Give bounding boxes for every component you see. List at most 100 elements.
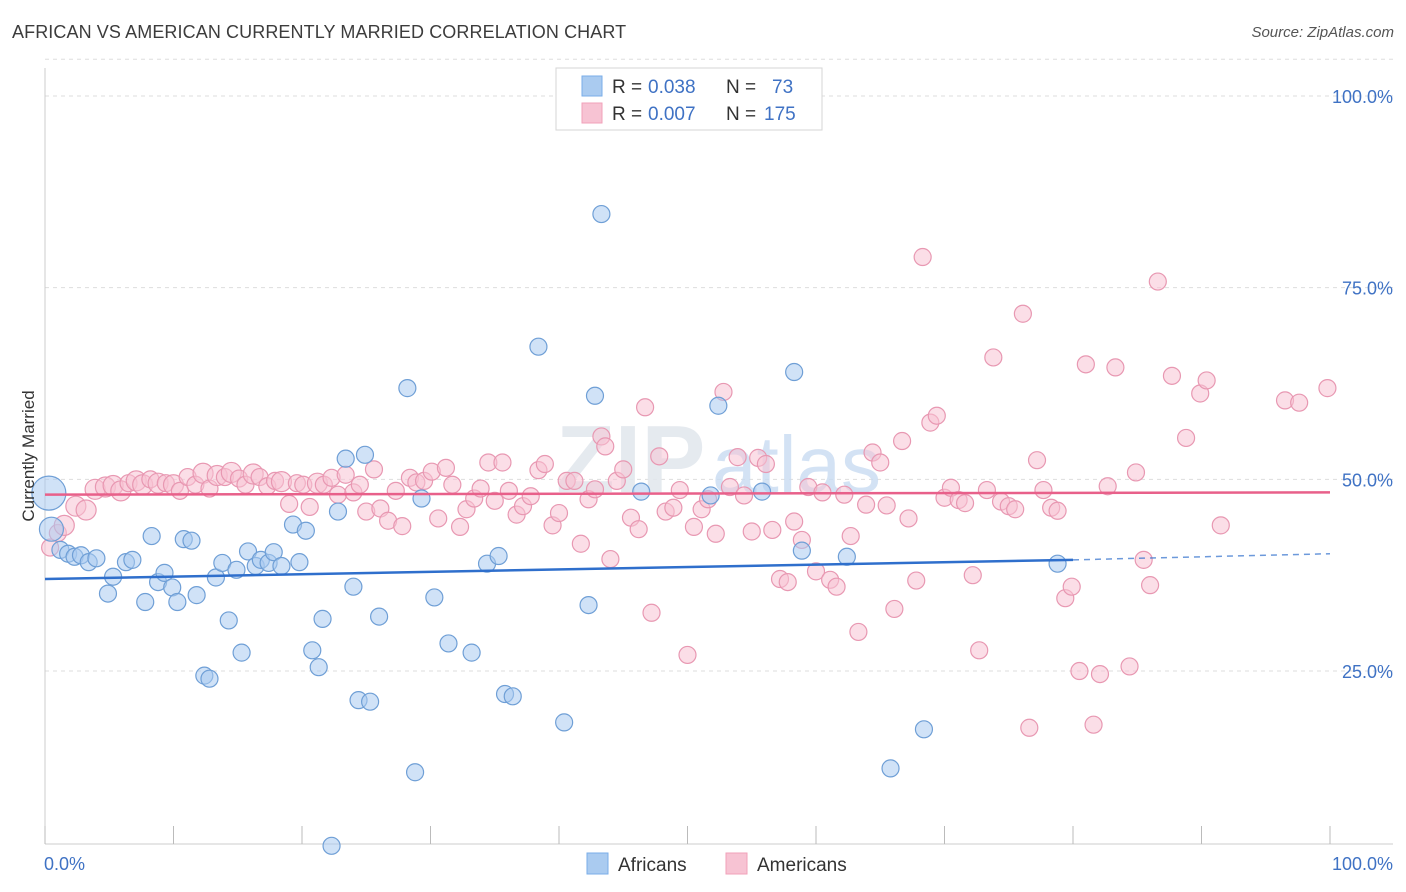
- americans-point: [535, 454, 554, 474]
- americans-point: [1034, 480, 1053, 500]
- y-axis-label: Currently Married: [19, 390, 38, 521]
- africans-point: [303, 641, 322, 660]
- americans-point: [778, 572, 797, 592]
- africans-point: [412, 489, 431, 508]
- bottom-legend-label-africans[interactable]: Africans: [618, 855, 687, 876]
- americans-trend-line: [44, 491, 1331, 496]
- americans-point: [1084, 715, 1103, 734]
- americans-point: [450, 517, 470, 536]
- americans-point: [885, 599, 904, 619]
- africans-point: [355, 445, 375, 464]
- africans-point: [344, 577, 363, 596]
- africans-point: [632, 482, 651, 501]
- legend-swatch-americans: [581, 102, 603, 124]
- africans-point: [579, 595, 598, 615]
- americans-point: [1013, 304, 1032, 323]
- bottom-legend-label-americans[interactable]: Americans: [757, 855, 847, 876]
- africans-point: [219, 611, 238, 630]
- legend-r-label-africans: R =: [612, 77, 642, 98]
- africans-point: [555, 713, 574, 732]
- africans-point: [361, 692, 380, 711]
- americans-point: [280, 494, 299, 513]
- africans-trend-line: [44, 558, 1074, 581]
- americans-point: [485, 491, 504, 510]
- africans-trend-extension: [1072, 552, 1331, 561]
- americans-point: [350, 475, 369, 494]
- trend-lines: [44, 491, 1331, 581]
- americans-point: [907, 571, 926, 590]
- americans-point: [849, 622, 868, 642]
- africans-point: [881, 759, 900, 778]
- americans-point: [565, 471, 584, 490]
- americans-points: [41, 247, 1337, 737]
- americans-point: [927, 406, 946, 425]
- americans-point: [963, 566, 982, 585]
- americans-point: [642, 603, 661, 622]
- legend-r-value-americans: 0.007: [648, 104, 696, 125]
- x-tick-label-max: 100.0%: [1332, 854, 1393, 874]
- africans-point: [227, 560, 246, 579]
- africans-point: [709, 396, 728, 415]
- africans-point: [439, 634, 458, 653]
- americans-point: [728, 448, 747, 467]
- americans-point: [684, 517, 704, 536]
- africans-point: [425, 588, 444, 607]
- legend-r-label-americans: R =: [612, 104, 642, 125]
- americans-point: [1027, 451, 1047, 470]
- africans-point: [98, 584, 118, 603]
- americans-point: [585, 480, 605, 499]
- africans-point: [168, 592, 187, 612]
- bottom-legend-swatch-americans[interactable]: [725, 852, 748, 875]
- americans-point: [706, 524, 725, 543]
- africans-point: [462, 643, 481, 662]
- americans-point: [1076, 355, 1095, 374]
- africans-point: [123, 550, 142, 569]
- legend-swatch-africans: [581, 75, 603, 97]
- africans-point: [264, 543, 283, 562]
- americans-point: [1290, 393, 1309, 412]
- americans-point: [443, 475, 462, 494]
- americans-point: [364, 460, 384, 479]
- americans-point: [835, 485, 854, 504]
- africans-point: [785, 362, 804, 382]
- africans-point: [336, 449, 355, 468]
- americans-point: [1126, 463, 1146, 482]
- americans-point: [1070, 661, 1089, 681]
- y-tick-labels: 25.0% 50.0% 75.0% 100.0%: [1332, 87, 1393, 682]
- africans-point: [503, 687, 522, 706]
- africans-point: [187, 586, 206, 605]
- y-tick-label: 50.0%: [1342, 470, 1393, 490]
- africans-point: [585, 386, 605, 405]
- africans-point: [398, 379, 417, 398]
- africans-point: [752, 482, 772, 501]
- africans-point: [792, 541, 811, 560]
- americans-point: [336, 465, 355, 484]
- americans-point: [857, 495, 876, 514]
- americans-point: [913, 247, 932, 267]
- africans-point: [309, 658, 328, 677]
- americans-point: [806, 562, 826, 581]
- americans-point: [386, 481, 405, 500]
- africans-point: [31, 475, 67, 511]
- africans-point: [38, 516, 65, 542]
- americans-point: [970, 641, 989, 660]
- americans-point: [1140, 576, 1160, 595]
- americans-point: [300, 497, 319, 517]
- africans-point: [322, 836, 341, 855]
- africans-points: [31, 204, 1067, 855]
- americans-point: [756, 454, 775, 474]
- americans-point: [393, 517, 412, 536]
- africans-point: [272, 556, 291, 576]
- africans-point: [592, 204, 611, 224]
- africans-point: [701, 486, 720, 505]
- africans-point: [405, 763, 425, 782]
- americans-point: [1020, 718, 1039, 737]
- africans-point: [370, 607, 389, 626]
- americans-point: [75, 499, 97, 521]
- americans-point: [877, 496, 896, 515]
- bottom-legend-swatch-africans[interactable]: [586, 852, 609, 875]
- americans-point: [763, 520, 782, 540]
- americans-point: [785, 512, 804, 531]
- africans-point: [182, 531, 201, 550]
